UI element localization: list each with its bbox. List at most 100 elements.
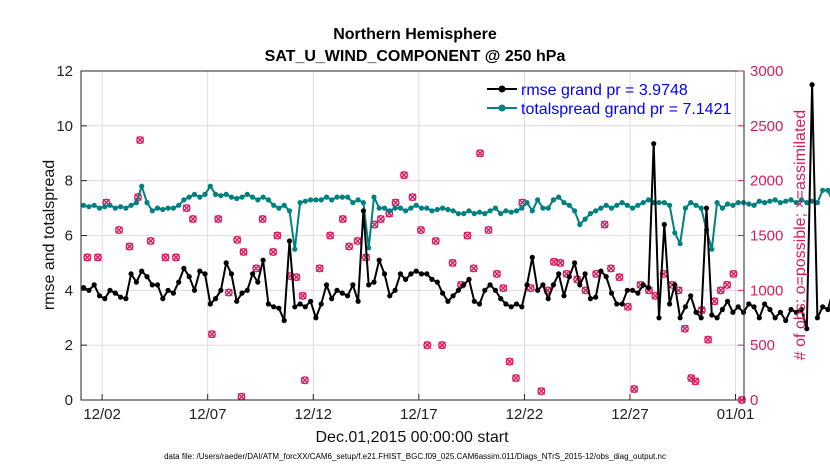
totalspread-point	[323, 194, 330, 200]
rmse-point	[476, 301, 483, 307]
totalspread-point	[466, 208, 472, 214]
obs-assimilated-marker	[136, 136, 144, 144]
totalspread-point	[714, 200, 720, 206]
totalspread-point	[408, 205, 414, 211]
rmse-point	[313, 315, 319, 321]
totalspread-point	[630, 205, 636, 211]
obs-assimilated-marker	[345, 242, 353, 251]
obs-assimilated-marker	[298, 292, 307, 300]
rmse-point	[387, 293, 393, 299]
rmse-point	[408, 271, 414, 277]
totalspread-point	[751, 202, 757, 208]
rmse-point	[677, 315, 683, 321]
y-tick-label: 6	[65, 228, 73, 245]
obs-assimilated-marker	[239, 248, 248, 256]
obs-assimilated-marker	[537, 387, 546, 396]
totalspread-point	[350, 200, 356, 206]
rmse-point	[360, 208, 366, 214]
rmse-point	[160, 296, 166, 302]
obs-possible-point	[214, 215, 223, 224]
obs-assimilated-marker	[269, 248, 277, 256]
obs-possible-marker	[511, 374, 520, 383]
rmse-point	[376, 257, 382, 263]
totalspread-point	[170, 205, 176, 211]
rmse-point	[191, 287, 198, 293]
rmse-point	[323, 282, 330, 288]
obs-assimilated-marker	[723, 281, 731, 289]
rmse-point	[318, 301, 324, 307]
totalspread-point	[102, 204, 108, 210]
obs-possible-point	[606, 264, 615, 273]
rmse-point	[170, 290, 176, 296]
rmse-point	[746, 301, 752, 307]
rmse-point	[239, 290, 245, 296]
totalspread-point	[86, 204, 92, 210]
obs-possible-marker	[136, 136, 145, 145]
totalspread-point	[535, 197, 541, 203]
obs-possible-marker	[233, 235, 242, 244]
rmse-point	[714, 315, 720, 321]
obs-assimilated-marker	[423, 341, 432, 349]
obs-possible-point	[476, 149, 485, 158]
totalspread-point	[429, 208, 435, 214]
obs-possible-marker	[273, 231, 282, 240]
totalspread-point	[814, 200, 821, 206]
obs-assimilated-marker	[391, 198, 400, 207]
rmse-point	[350, 282, 356, 288]
obs-assimilated-marker	[237, 392, 246, 401]
obs-possible-marker	[146, 236, 155, 245]
obs-possible-point	[338, 215, 347, 224]
totalspread-point	[434, 206, 440, 213]
rmse-point	[133, 279, 139, 285]
obs-assimilated-marker	[512, 374, 520, 382]
y-tick-label: 8	[65, 173, 73, 190]
obs-assimilated-marker	[273, 231, 282, 240]
obs-possible-marker	[345, 242, 354, 251]
obs-possible-marker	[207, 330, 216, 339]
totalspread-point	[572, 208, 578, 214]
obs-possible-marker	[400, 171, 409, 180]
obs-possible-point	[600, 220, 609, 229]
totalspread-point	[735, 200, 741, 206]
obs-possible-point	[556, 258, 565, 267]
rmse-point	[366, 282, 372, 288]
totalspread-point	[698, 205, 704, 211]
obs-possible-point	[716, 286, 725, 295]
rmse-point	[709, 312, 715, 318]
rmse-point	[814, 315, 821, 321]
totalspread-point	[128, 202, 134, 208]
obs-possible-point	[258, 215, 267, 224]
rmse-point	[244, 287, 250, 293]
rmse-point	[202, 271, 208, 277]
totalspread-point	[213, 191, 219, 197]
totalspread-point	[645, 197, 652, 203]
totalspread-point	[598, 205, 604, 211]
totalspread-point	[144, 200, 150, 206]
totalspread-point	[608, 205, 615, 211]
totalspread-point	[96, 205, 103, 211]
totalspread-point	[413, 202, 419, 208]
rmse-point	[355, 298, 361, 304]
obs-possible-point	[615, 273, 624, 282]
totalspread-point	[218, 193, 224, 199]
rmse-point	[524, 282, 530, 288]
totalspread-point	[297, 200, 303, 206]
obs-possible-point	[182, 204, 191, 213]
totalspread-point	[524, 200, 530, 206]
y-tick-label: 10	[56, 118, 73, 135]
obs-possible-point	[623, 302, 632, 311]
obs-possible-marker	[600, 220, 609, 229]
obs-assimilated-marker	[505, 357, 514, 366]
rmse-point	[112, 290, 118, 296]
rmse-point	[176, 279, 182, 285]
rmse-point	[461, 282, 467, 288]
rmse-point	[260, 257, 266, 263]
totalspread-point	[286, 208, 293, 214]
rmse-point	[656, 315, 662, 321]
totalspread-point	[445, 206, 451, 213]
totalspread-point	[228, 194, 234, 200]
rmse-point	[292, 304, 298, 310]
rmse-point	[81, 285, 87, 291]
obs-possible-marker	[239, 247, 248, 256]
